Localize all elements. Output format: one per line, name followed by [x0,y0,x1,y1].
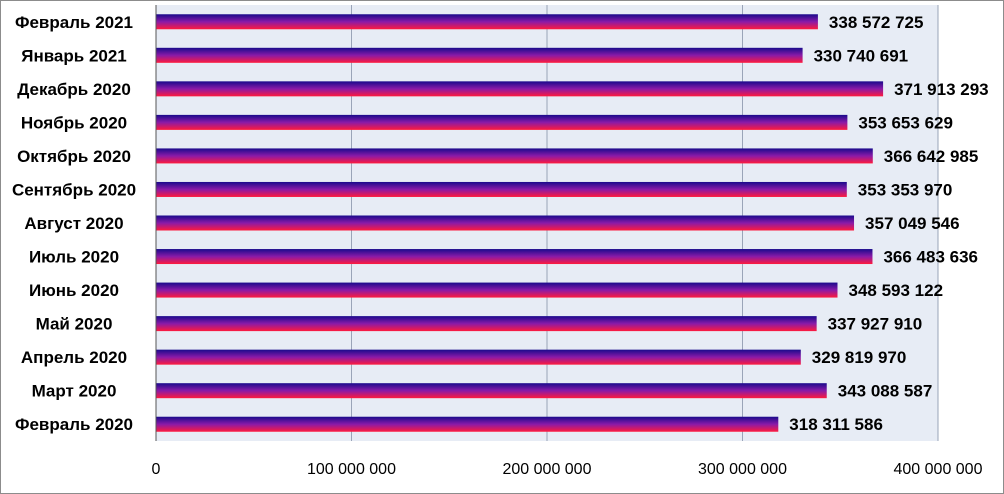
bar [156,81,884,97]
category-label: Январь 2021 [21,46,127,65]
value-label: 318 311 586 [789,415,883,434]
value-label: 353 653 629 [858,113,953,132]
x-tick-label: 300 000 000 [698,461,787,478]
value-label: 329 819 970 [812,348,907,367]
bar [156,316,817,332]
bar [156,14,818,30]
category-label: Июнь 2020 [29,281,119,300]
x-tick-label: 100 000 000 [307,461,396,478]
value-label: 337 927 910 [828,315,923,334]
x-tick-labels: 0 100 000 000 200 000 000 300 000 000 400 00… [152,461,983,478]
value-label: 357 049 546 [865,214,960,233]
category-label: Апрель 2020 [21,348,127,367]
value-labels: 338 572 725 330 740 691 371 913 293 353 653… [789,13,988,434]
category-label: Ноябрь 2020 [21,113,127,132]
bar [156,249,873,265]
x-tick-label: 0 [152,461,161,478]
bar [156,383,827,399]
bar [156,215,855,231]
category-label: Март 2020 [32,382,117,401]
category-label: Май 2020 [36,315,113,334]
bar [156,47,803,63]
bar [156,349,801,365]
x-tick-label: 200 000 000 [503,461,592,478]
category-labels: Февраль 2021 Январь 2021 Декабрь 2020 Ноябр… [12,13,136,434]
bar [156,114,848,130]
bar [156,181,847,197]
x-tick-label: 400 000 000 [894,461,983,478]
value-label: 338 572 725 [829,13,924,32]
category-label: Февраль 2020 [15,415,133,434]
value-label: 353 353 970 [858,180,953,199]
value-label: 330 740 691 [814,46,909,65]
category-label: Сентябрь 2020 [12,180,136,199]
value-label: 366 642 985 [884,147,979,166]
bar [156,282,838,298]
value-label: 343 088 587 [838,382,933,401]
category-label: Июль 2020 [29,248,119,267]
bar [156,416,779,432]
bars [156,14,884,432]
bar [156,148,873,164]
value-label: 348 593 122 [848,281,943,300]
value-label: 371 913 293 [894,80,989,99]
value-label: 366 483 636 [883,248,978,267]
category-label: Февраль 2021 [15,13,133,32]
category-label: Декабрь 2020 [17,80,131,99]
category-label: Август 2020 [24,214,123,233]
category-label: Октябрь 2020 [17,147,131,166]
